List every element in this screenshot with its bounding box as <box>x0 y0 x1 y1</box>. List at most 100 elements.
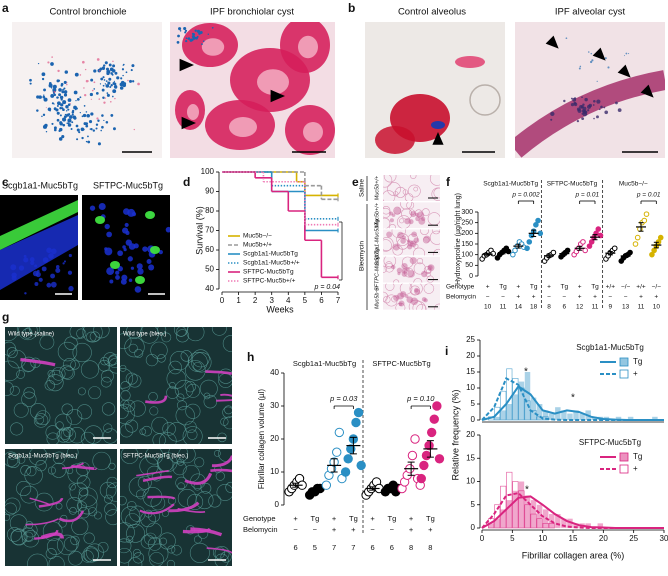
stain-dot <box>119 82 124 87</box>
stain-dot <box>81 115 84 118</box>
histogram-bar <box>573 410 579 420</box>
stain-dot <box>56 111 60 115</box>
stain-dot <box>46 247 52 254</box>
stain-dot <box>73 90 78 95</box>
image-title: SFTPC-Muc5bTg <box>93 180 163 190</box>
genotype-label: Tg <box>591 284 599 291</box>
stain-dot <box>402 235 406 240</box>
x-tick-label: 7 <box>336 296 341 305</box>
alveolar-wall <box>9 514 28 532</box>
stain-dot <box>196 35 199 38</box>
alveolar-wall <box>194 457 205 468</box>
data-point <box>595 226 602 232</box>
stain-dot <box>101 66 106 70</box>
section-title: Scgb1a1-Muc5bTg <box>293 359 356 368</box>
row-label: Belomycin <box>243 525 278 534</box>
alveolar-wall <box>54 413 72 431</box>
bleomycin-label: + <box>639 294 643 301</box>
tissue-ring <box>407 184 421 198</box>
stain-dot <box>116 76 120 80</box>
tissue-ring <box>383 175 393 188</box>
image-title: Scgb1a1-Muc5bTg <box>2 180 78 190</box>
tissue-ring <box>385 283 395 291</box>
legend-label: SFTPC-Muc5bTg <box>243 269 294 276</box>
nuclei-band <box>0 215 78 290</box>
genotype-label: Tg <box>349 514 358 523</box>
alveolar-wall <box>47 370 55 378</box>
alveolar-wall <box>80 431 96 444</box>
alveolar-wall <box>184 381 196 393</box>
stain-dot <box>110 84 113 87</box>
stain-dot <box>107 81 111 85</box>
data-point <box>410 434 420 444</box>
stain-dot <box>572 97 577 102</box>
histogram-bar <box>506 404 513 420</box>
stain-dot <box>53 103 55 105</box>
histogram-bar <box>524 495 531 528</box>
alveolar-wall <box>120 364 127 372</box>
histogram-bar <box>561 518 567 528</box>
stain-dot <box>407 270 415 278</box>
data-point <box>432 401 442 411</box>
row-label: Genotype <box>446 284 475 291</box>
stain-dot <box>29 78 32 82</box>
stain-dot <box>132 80 135 83</box>
stain-dot <box>82 60 85 64</box>
stain-dot <box>98 70 101 72</box>
stain-dot <box>411 231 418 238</box>
alveolar-wall <box>186 327 205 342</box>
x-tick-label: 10 <box>538 534 547 543</box>
stain-dot <box>60 103 64 107</box>
stain-dot <box>46 282 52 288</box>
alveolar-wall <box>51 366 66 381</box>
stain-dot <box>75 107 78 110</box>
alveolar-wall <box>24 327 32 335</box>
legend-box <box>619 464 629 474</box>
section-title: SFTPC-Muc5bTg <box>547 181 598 188</box>
micrograph <box>170 22 335 158</box>
x-tick-label: 30 <box>660 534 668 543</box>
data-point <box>632 241 639 247</box>
stain-dot <box>179 30 182 32</box>
tissue-ring <box>383 190 396 201</box>
tissue-ring <box>422 236 430 244</box>
alveolar-wall <box>78 487 98 507</box>
alveolar-wall <box>23 387 36 399</box>
tissue-ring <box>394 186 406 198</box>
stain-dot <box>131 64 135 68</box>
stain-dot <box>45 131 48 133</box>
micrograph <box>12 22 162 158</box>
stain-dot <box>106 267 115 276</box>
stain-dot <box>192 33 196 36</box>
alveolar-wall <box>10 529 27 545</box>
stain-dot <box>127 79 129 82</box>
stain-dot <box>97 142 101 146</box>
n-label: 6 <box>294 543 298 552</box>
stain-dot <box>148 264 155 271</box>
collagen-streak <box>210 468 232 473</box>
stain-dot <box>389 218 394 223</box>
stain-dot <box>109 100 112 103</box>
stain-dot <box>604 57 607 60</box>
collagen-streak <box>177 507 206 513</box>
alveolar-wall <box>39 334 55 350</box>
n-label: 10 <box>653 304 661 311</box>
n-label: 14 <box>515 304 523 311</box>
tissue-ring <box>391 295 398 303</box>
alveolar-wall <box>125 419 139 433</box>
stain-dot <box>393 294 400 302</box>
alveolar-wall <box>106 482 117 502</box>
data-point <box>416 473 426 484</box>
histogram-bar <box>494 416 500 420</box>
alveolar-wall <box>5 497 21 514</box>
genotype-label: −/− <box>621 284 631 291</box>
alveolar-wall <box>128 476 150 498</box>
stain-blob <box>375 126 415 154</box>
stain-dot <box>397 272 401 276</box>
stain-dot <box>128 278 133 282</box>
tissue-ring <box>408 299 423 310</box>
alveolar-wall <box>168 360 182 375</box>
tissue-ring <box>399 218 405 224</box>
stain-dot <box>104 97 106 99</box>
histogram-bar <box>530 513 537 529</box>
